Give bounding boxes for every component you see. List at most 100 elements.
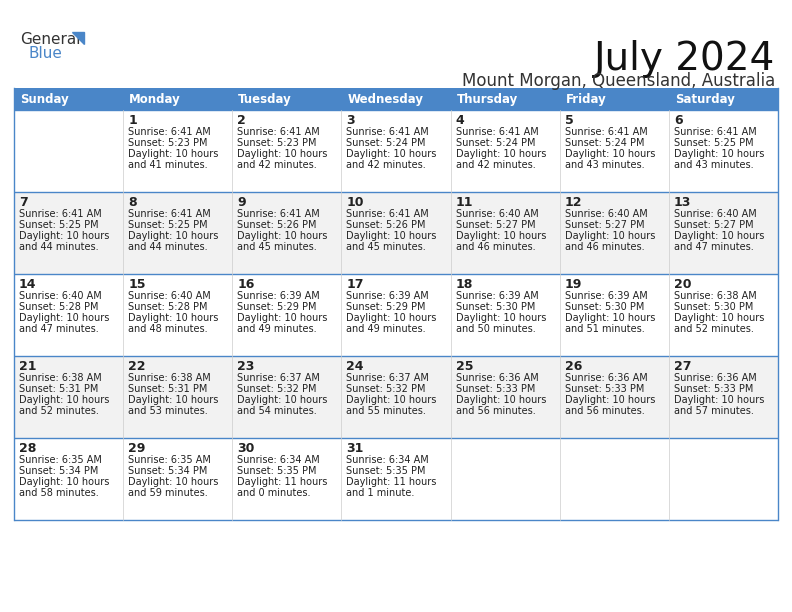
- Text: Sunset: 5:24 PM: Sunset: 5:24 PM: [565, 138, 644, 148]
- Text: Sunrise: 6:35 AM: Sunrise: 6:35 AM: [128, 455, 211, 465]
- Text: 25: 25: [455, 360, 473, 373]
- Text: Sunrise: 6:41 AM: Sunrise: 6:41 AM: [346, 209, 429, 219]
- Text: Daylight: 10 hours: Daylight: 10 hours: [128, 149, 219, 159]
- Text: Saturday: Saturday: [675, 92, 735, 105]
- Text: Sunrise: 6:38 AM: Sunrise: 6:38 AM: [674, 291, 756, 301]
- Text: and 56 minutes.: and 56 minutes.: [455, 406, 535, 416]
- Text: 27: 27: [674, 360, 691, 373]
- Polygon shape: [72, 32, 84, 44]
- Text: Daylight: 10 hours: Daylight: 10 hours: [565, 149, 655, 159]
- Text: Daylight: 10 hours: Daylight: 10 hours: [238, 395, 328, 405]
- Text: Daylight: 10 hours: Daylight: 10 hours: [346, 231, 437, 241]
- Text: 17: 17: [346, 278, 364, 291]
- Text: and 44 minutes.: and 44 minutes.: [128, 242, 208, 252]
- Text: Sunset: 5:29 PM: Sunset: 5:29 PM: [346, 302, 426, 312]
- Bar: [14, 274, 778, 356]
- Text: Sunrise: 6:41 AM: Sunrise: 6:41 AM: [674, 127, 756, 137]
- Text: Sunset: 5:25 PM: Sunset: 5:25 PM: [128, 220, 208, 230]
- Bar: [669, 88, 778, 110]
- Text: Sunset: 5:30 PM: Sunset: 5:30 PM: [455, 302, 535, 312]
- Text: Sunset: 5:23 PM: Sunset: 5:23 PM: [238, 138, 317, 148]
- Text: Sunset: 5:28 PM: Sunset: 5:28 PM: [19, 302, 98, 312]
- Text: Daylight: 10 hours: Daylight: 10 hours: [346, 313, 437, 323]
- Text: and 49 minutes.: and 49 minutes.: [238, 324, 317, 334]
- Bar: [451, 88, 560, 110]
- Text: Sunset: 5:31 PM: Sunset: 5:31 PM: [19, 384, 98, 394]
- Text: Sunrise: 6:38 AM: Sunrise: 6:38 AM: [19, 373, 101, 383]
- Text: and 46 minutes.: and 46 minutes.: [565, 242, 645, 252]
- Text: Daylight: 10 hours: Daylight: 10 hours: [455, 395, 546, 405]
- Text: Sunrise: 6:39 AM: Sunrise: 6:39 AM: [565, 291, 648, 301]
- Text: and 52 minutes.: and 52 minutes.: [19, 406, 99, 416]
- Text: Sunrise: 6:34 AM: Sunrise: 6:34 AM: [238, 455, 320, 465]
- Text: 26: 26: [565, 360, 582, 373]
- Text: 22: 22: [128, 360, 146, 373]
- Bar: [123, 88, 232, 110]
- Text: and 45 minutes.: and 45 minutes.: [346, 242, 426, 252]
- Text: Sunrise: 6:41 AM: Sunrise: 6:41 AM: [346, 127, 429, 137]
- Text: and 49 minutes.: and 49 minutes.: [346, 324, 426, 334]
- Text: and 1 minute.: and 1 minute.: [346, 488, 415, 498]
- Text: 24: 24: [346, 360, 364, 373]
- Text: Sunset: 5:33 PM: Sunset: 5:33 PM: [674, 384, 753, 394]
- Text: and 48 minutes.: and 48 minutes.: [128, 324, 208, 334]
- Text: and 42 minutes.: and 42 minutes.: [455, 160, 535, 170]
- Text: Daylight: 10 hours: Daylight: 10 hours: [674, 231, 764, 241]
- Bar: [14, 192, 778, 274]
- Text: and 43 minutes.: and 43 minutes.: [674, 160, 753, 170]
- Text: Daylight: 10 hours: Daylight: 10 hours: [128, 313, 219, 323]
- Text: and 53 minutes.: and 53 minutes.: [128, 406, 208, 416]
- Text: Daylight: 10 hours: Daylight: 10 hours: [128, 395, 219, 405]
- Text: Sunset: 5:26 PM: Sunset: 5:26 PM: [346, 220, 426, 230]
- Bar: [560, 88, 669, 110]
- Text: Sunrise: 6:36 AM: Sunrise: 6:36 AM: [565, 373, 648, 383]
- Bar: [14, 88, 123, 110]
- Text: and 47 minutes.: and 47 minutes.: [19, 324, 99, 334]
- Text: Wednesday: Wednesday: [348, 92, 424, 105]
- Text: Sunrise: 6:37 AM: Sunrise: 6:37 AM: [346, 373, 429, 383]
- Text: and 57 minutes.: and 57 minutes.: [674, 406, 754, 416]
- Text: Daylight: 10 hours: Daylight: 10 hours: [674, 313, 764, 323]
- Text: Sunset: 5:31 PM: Sunset: 5:31 PM: [128, 384, 208, 394]
- Text: and 0 minutes.: and 0 minutes.: [238, 488, 310, 498]
- Text: Sunset: 5:32 PM: Sunset: 5:32 PM: [346, 384, 426, 394]
- Text: and 52 minutes.: and 52 minutes.: [674, 324, 754, 334]
- Text: Sunrise: 6:38 AM: Sunrise: 6:38 AM: [128, 373, 211, 383]
- Text: Daylight: 10 hours: Daylight: 10 hours: [128, 477, 219, 487]
- Text: and 47 minutes.: and 47 minutes.: [674, 242, 754, 252]
- Text: and 54 minutes.: and 54 minutes.: [238, 406, 317, 416]
- Text: Sunrise: 6:37 AM: Sunrise: 6:37 AM: [238, 373, 320, 383]
- Text: 2: 2: [238, 114, 246, 127]
- Text: Mount Morgan, Queensland, Australia: Mount Morgan, Queensland, Australia: [462, 72, 775, 90]
- Text: Sunrise: 6:41 AM: Sunrise: 6:41 AM: [238, 209, 320, 219]
- Text: Monday: Monday: [129, 92, 181, 105]
- Text: Daylight: 10 hours: Daylight: 10 hours: [238, 313, 328, 323]
- Text: 29: 29: [128, 442, 146, 455]
- Text: Daylight: 10 hours: Daylight: 10 hours: [346, 395, 437, 405]
- Text: Daylight: 10 hours: Daylight: 10 hours: [674, 149, 764, 159]
- Text: 6: 6: [674, 114, 683, 127]
- Text: Sunrise: 6:36 AM: Sunrise: 6:36 AM: [674, 373, 756, 383]
- Text: 9: 9: [238, 196, 246, 209]
- Text: and 43 minutes.: and 43 minutes.: [565, 160, 645, 170]
- Text: and 41 minutes.: and 41 minutes.: [128, 160, 208, 170]
- Text: Daylight: 10 hours: Daylight: 10 hours: [19, 395, 109, 405]
- Text: Daylight: 10 hours: Daylight: 10 hours: [238, 149, 328, 159]
- Text: Sunset: 5:35 PM: Sunset: 5:35 PM: [238, 466, 317, 476]
- Text: and 44 minutes.: and 44 minutes.: [19, 242, 99, 252]
- Text: and 56 minutes.: and 56 minutes.: [565, 406, 645, 416]
- Text: Daylight: 10 hours: Daylight: 10 hours: [565, 395, 655, 405]
- Text: Sunset: 5:24 PM: Sunset: 5:24 PM: [455, 138, 535, 148]
- Text: Thursday: Thursday: [456, 92, 518, 105]
- Text: Sunset: 5:33 PM: Sunset: 5:33 PM: [565, 384, 644, 394]
- Text: 8: 8: [128, 196, 137, 209]
- Text: Sunrise: 6:34 AM: Sunrise: 6:34 AM: [346, 455, 429, 465]
- Text: 11: 11: [455, 196, 473, 209]
- Text: 21: 21: [19, 360, 36, 373]
- Text: and 45 minutes.: and 45 minutes.: [238, 242, 317, 252]
- Text: and 59 minutes.: and 59 minutes.: [128, 488, 208, 498]
- Text: Daylight: 10 hours: Daylight: 10 hours: [455, 313, 546, 323]
- Text: 13: 13: [674, 196, 691, 209]
- Bar: [341, 88, 451, 110]
- Text: 28: 28: [19, 442, 36, 455]
